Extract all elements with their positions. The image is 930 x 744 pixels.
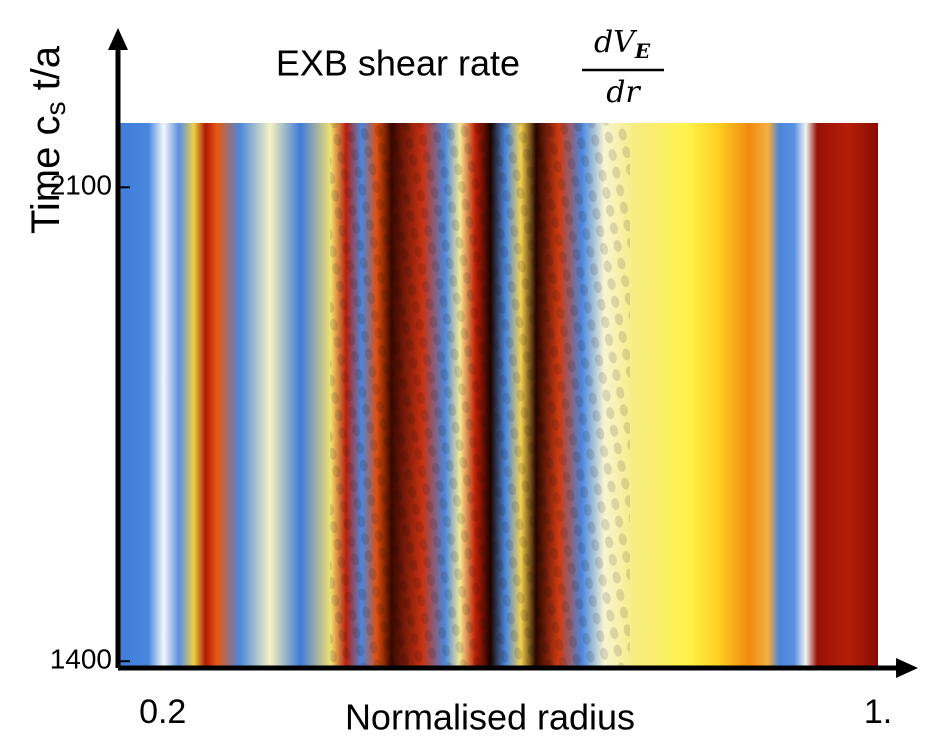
x-tick-label: 1. bbox=[864, 693, 892, 731]
y-axis-arrow bbox=[108, 28, 128, 50]
x-axis-label: Normalised radius bbox=[345, 697, 635, 738]
heatmap-texture bbox=[330, 123, 630, 668]
title-denominator: dr bbox=[606, 75, 641, 110]
title-numerator: dVE bbox=[594, 25, 651, 63]
chart-title: EXB shear rate bbox=[276, 43, 520, 84]
y-tick-label: 1400 bbox=[50, 644, 112, 675]
x-axis-arrow bbox=[896, 658, 918, 678]
y-label-rest: t/a bbox=[24, 45, 68, 101]
y-axis-label: Time cs t/a bbox=[24, 45, 72, 234]
y-label-text: Time c bbox=[24, 116, 68, 235]
y-tick-label: 2100 bbox=[50, 170, 112, 201]
y-label-sub: s bbox=[40, 102, 71, 116]
title-numerator-sub: E bbox=[634, 39, 651, 63]
title-numerator-text: dV bbox=[594, 25, 638, 60]
x-tick-label: 0.2 bbox=[139, 693, 186, 731]
